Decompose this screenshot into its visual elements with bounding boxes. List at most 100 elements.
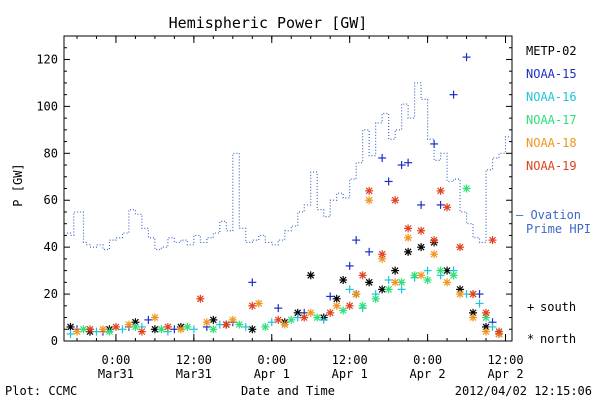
point-noaa-17 <box>157 325 166 334</box>
point-noaa-17 <box>209 325 218 334</box>
point-metp-02 <box>66 322 75 331</box>
point-noaa-17 <box>105 327 114 336</box>
point-noaa-18 <box>365 196 374 205</box>
point-noaa-15 <box>397 161 406 170</box>
plot-frame <box>63 35 513 342</box>
point-noaa-16 <box>92 327 101 336</box>
point-noaa-19 <box>417 226 426 235</box>
point-noaa-16 <box>267 318 276 327</box>
point-noaa-15 <box>430 139 439 148</box>
x-tick-label-date: Apr 2 <box>487 367 523 381</box>
x-tick-label-time: 0:00 <box>413 353 442 367</box>
legend-symbol-south: + <box>527 300 534 314</box>
x-tick-label-time: 12:00 <box>332 353 368 367</box>
point-noaa-19 <box>196 294 205 303</box>
point-noaa-19 <box>248 301 257 310</box>
x-axis-label: Date and Time <box>241 384 335 398</box>
ovation-hpi-line <box>64 82 513 251</box>
point-noaa-15 <box>326 292 335 301</box>
point-noaa-17 <box>397 278 406 287</box>
point-metp-02 <box>332 294 341 303</box>
point-noaa-18 <box>443 278 452 287</box>
point-noaa-17 <box>183 322 192 331</box>
y-tick-label: 100 <box>36 99 58 113</box>
point-noaa-19 <box>85 325 94 334</box>
point-noaa-17 <box>339 306 348 315</box>
x-tick-label-time: 12:00 <box>487 353 523 367</box>
data-points <box>66 53 504 338</box>
point-metp-02 <box>417 243 426 252</box>
point-noaa-19 <box>358 271 367 280</box>
point-noaa-18 <box>404 233 413 242</box>
point-noaa-15 <box>345 261 354 270</box>
legend-item-metp-02: METP-02 <box>526 44 577 58</box>
point-noaa-17 <box>313 313 322 322</box>
x-tick-label-time: 0:00 <box>257 353 286 367</box>
point-metp-02 <box>209 315 218 324</box>
point-noaa-18 <box>430 250 439 259</box>
point-noaa-15 <box>417 200 426 209</box>
point-noaa-18 <box>150 313 159 322</box>
point-noaa-18 <box>456 290 465 299</box>
point-noaa-16 <box>397 285 406 294</box>
point-noaa-17 <box>287 315 296 324</box>
point-noaa-16 <box>475 299 484 308</box>
x-tick-label-date: Mar31 <box>98 367 134 381</box>
point-noaa-18 <box>202 318 211 327</box>
y-axis-label: P [GW] <box>11 163 25 206</box>
x-tick-label-time: 12:00 <box>176 353 212 367</box>
point-noaa-16 <box>423 266 432 275</box>
point-noaa-16 <box>189 325 198 334</box>
point-noaa-19 <box>345 301 354 310</box>
point-noaa-18 <box>482 327 491 336</box>
point-noaa-16 <box>241 322 250 331</box>
point-noaa-19 <box>378 250 387 259</box>
footer-timestamp: 2012/04/02 12:15:06 <box>455 384 592 398</box>
point-noaa-19 <box>111 322 120 331</box>
point-noaa-19 <box>274 315 283 324</box>
point-noaa-18 <box>417 271 426 280</box>
point-noaa-15 <box>462 53 471 62</box>
point-noaa-18 <box>391 278 400 287</box>
chart-title: Hemispheric Power [GW] <box>169 14 368 32</box>
point-noaa-16 <box>66 329 75 338</box>
point-noaa-15 <box>352 236 361 245</box>
point-noaa-18 <box>280 320 289 329</box>
legend-item-noaa-18: NOAA-18 <box>526 136 577 150</box>
point-noaa-19 <box>391 196 400 205</box>
point-noaa-17 <box>79 325 88 334</box>
point-noaa-16 <box>488 322 497 331</box>
legend-item-noaa-16: NOAA-16 <box>526 90 577 104</box>
x-tick-label-date: Apr 1 <box>332 367 368 381</box>
point-noaa-19 <box>488 236 497 245</box>
point-noaa-15 <box>436 200 445 209</box>
point-noaa-18 <box>98 325 107 334</box>
point-metp-02 <box>365 278 374 287</box>
point-noaa-17 <box>384 285 393 294</box>
x-tick-label-date: Mar31 <box>176 367 212 381</box>
point-metp-02 <box>248 325 257 334</box>
legend-item-noaa-19: NOAA-19 <box>526 159 577 173</box>
point-metp-02 <box>339 276 348 284</box>
point-noaa-17 <box>423 276 432 284</box>
point-noaa-15 <box>384 177 393 186</box>
point-noaa-18 <box>306 308 315 317</box>
point-noaa-19 <box>404 224 413 233</box>
point-noaa-16 <box>384 276 393 284</box>
point-noaa-15 <box>365 247 374 256</box>
y-axis: 0 20 40 60 80 100 120 <box>36 47 512 348</box>
point-noaa-18 <box>352 290 361 299</box>
point-noaa-19 <box>495 327 504 336</box>
point-noaa-18 <box>176 325 185 334</box>
point-noaa-19 <box>482 308 491 317</box>
y-tick-label: 120 <box>36 52 58 66</box>
point-noaa-17 <box>462 184 471 193</box>
point-noaa-19 <box>326 308 335 317</box>
x-tick-label-date: Apr 2 <box>410 367 446 381</box>
point-noaa-18 <box>332 301 341 310</box>
legend-ovation-label-2: Prime HPI <box>526 222 591 236</box>
point-noaa-16 <box>319 315 328 324</box>
